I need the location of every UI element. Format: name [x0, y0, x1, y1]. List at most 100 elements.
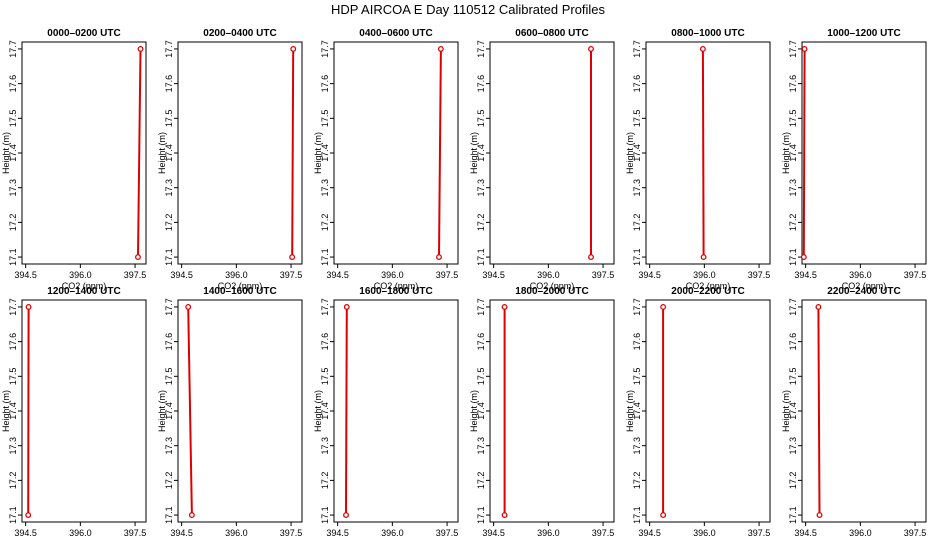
profile-line — [817, 306, 821, 516]
profile-line — [438, 48, 442, 258]
x-tick-label: 396.0 — [693, 270, 716, 280]
x-tick-label: 394.5 — [638, 270, 661, 280]
x-tick-label: 397.5 — [748, 270, 771, 280]
y-tick-label: 17.7 — [320, 40, 330, 58]
panel-5: 1000–1200 UTC 17.1 17.2 17.3 17.4 17.5 17.6 17.… — [781, 28, 927, 291]
x-tick-label: 397.5 — [124, 270, 147, 280]
data-point — [501, 303, 508, 310]
x-tick-label: 397.5 — [124, 528, 147, 538]
data-point — [588, 45, 594, 52]
y-tick-label: 17.6 — [632, 75, 642, 93]
y-tick-label: 17.4 — [164, 402, 174, 420]
x-tick-label: 396.0 — [537, 270, 560, 280]
panel-2: 0400–0600 UTC 17.1 17.2 17.3 17.4 17.5 17.6 17.… — [313, 28, 459, 291]
y-tick-label: 17.6 — [164, 333, 174, 351]
panel-title: 2200–2400 UTC — [827, 286, 900, 297]
panels: 0000–0200 UTC 17.1 17.2 17.3 17.4 17.5 17.6 17.… — [1, 28, 927, 540]
data-point — [660, 512, 667, 519]
panel-title: 0800–1000 UTC — [671, 28, 744, 39]
x-tick-label: 397.5 — [592, 270, 615, 280]
y-tick-label: 17.3 — [632, 179, 642, 197]
data-point — [137, 45, 144, 52]
y-tick-label: 17.2 — [632, 214, 642, 232]
y-tick-label: 17.1 — [476, 248, 486, 266]
profile-line — [345, 306, 348, 516]
y-axis-label: Height (m) — [313, 132, 323, 174]
y-tick-label: 17.4 — [632, 402, 642, 420]
x-tick-label: 394.5 — [638, 528, 661, 538]
y-tick-label: 17.7 — [476, 40, 486, 58]
y-axis-label: Height (m) — [157, 390, 167, 432]
y-tick-label: 17.3 — [8, 179, 18, 197]
plot-frame — [21, 299, 147, 523]
plot-frame — [489, 299, 615, 523]
y-tick-label: 17.7 — [164, 298, 174, 316]
y-tick-label: 17.4 — [632, 144, 642, 162]
profile-line — [137, 48, 142, 258]
y-tick-label: 17.5 — [788, 110, 798, 128]
x-tick-label: 397.5 — [280, 270, 303, 280]
panel-title: 1400–1600 UTC — [203, 286, 276, 297]
x-axis-label: CO2 (ppm) — [374, 281, 419, 291]
data-point — [588, 254, 594, 261]
y-tick-label: 17.2 — [8, 214, 18, 232]
y-tick-label: 17.1 — [8, 506, 18, 524]
y-tick-label: 17.1 — [164, 248, 174, 266]
y-tick-label: 17.3 — [320, 179, 330, 197]
plot-frame — [645, 299, 771, 523]
y-tick-label: 17.3 — [632, 437, 642, 455]
y-tick-label: 17.3 — [8, 437, 18, 455]
y-tick-label: 17.7 — [632, 40, 642, 58]
x-tick-label: 396.0 — [225, 270, 248, 280]
x-tick-label: 396.0 — [69, 270, 92, 280]
y-axis-label: Height (m) — [625, 132, 635, 174]
x-axis-label: CO2 (ppm) — [686, 281, 731, 291]
y-axis-label: Height (m) — [313, 390, 323, 432]
profile-line — [291, 48, 295, 258]
y-tick-label: 17.2 — [164, 472, 174, 490]
profile-line — [802, 48, 806, 258]
panel-9: 1800–2000 UTC 17.1 17.2 17.3 17.4 17.5 17.6 17.… — [469, 286, 615, 540]
profile-line — [187, 306, 193, 516]
y-tick-label: 17.3 — [164, 179, 174, 197]
y-axis-label: Height (m) — [1, 132, 11, 174]
x-tick-label: 396.0 — [849, 270, 872, 280]
panel-3: 0600–0800 UTC 17.1 17.2 17.3 17.4 17.5 17.6 17.… — [469, 28, 615, 291]
data-point — [290, 45, 297, 52]
y-tick-label: 17.2 — [320, 214, 330, 232]
y-tick-label: 17.6 — [320, 333, 330, 351]
data-point — [437, 45, 444, 52]
y-tick-label: 17.5 — [8, 368, 18, 386]
x-axis-label: CO2 (ppm) — [842, 281, 887, 291]
plot-frame — [333, 299, 459, 523]
y-tick-label: 17.6 — [476, 333, 486, 351]
y-tick-label: 17.2 — [8, 472, 18, 490]
x-tick-label: 394.5 — [170, 528, 193, 538]
x-tick-label: 396.0 — [225, 528, 248, 538]
y-tick-label: 17.5 — [632, 110, 642, 128]
y-tick-label: 17.4 — [8, 402, 18, 420]
y-axis-label: Height (m) — [781, 390, 791, 432]
y-tick-label: 17.4 — [8, 144, 18, 162]
data-point — [816, 512, 823, 519]
panel-title: 1200–1400 UTC — [47, 286, 120, 297]
data-point — [815, 303, 822, 310]
y-tick-label: 17.7 — [164, 40, 174, 58]
y-tick-label: 17.2 — [320, 472, 330, 490]
y-tick-label: 17.3 — [320, 437, 330, 455]
y-tick-label: 17.5 — [788, 368, 798, 386]
x-tick-label: 397.5 — [904, 528, 927, 538]
y-tick-label: 17.3 — [476, 437, 486, 455]
x-tick-label: 394.5 — [326, 528, 349, 538]
plot-frame — [801, 299, 927, 523]
x-tick-label: 397.5 — [748, 528, 771, 538]
plot-frame — [177, 299, 303, 523]
x-tick-label: 394.5 — [170, 270, 193, 280]
y-tick-label: 17.1 — [632, 248, 642, 266]
x-axis-label: CO2 (ppm) — [218, 281, 263, 291]
x-axis-label: CO2 (ppm) — [62, 281, 107, 291]
y-tick-label: 17.4 — [788, 144, 798, 162]
panel-0: 0000–0200 UTC 17.1 17.2 17.3 17.4 17.5 17.6 17.… — [1, 28, 147, 291]
y-tick-label: 17.1 — [320, 248, 330, 266]
y-tick-label: 17.2 — [788, 214, 798, 232]
